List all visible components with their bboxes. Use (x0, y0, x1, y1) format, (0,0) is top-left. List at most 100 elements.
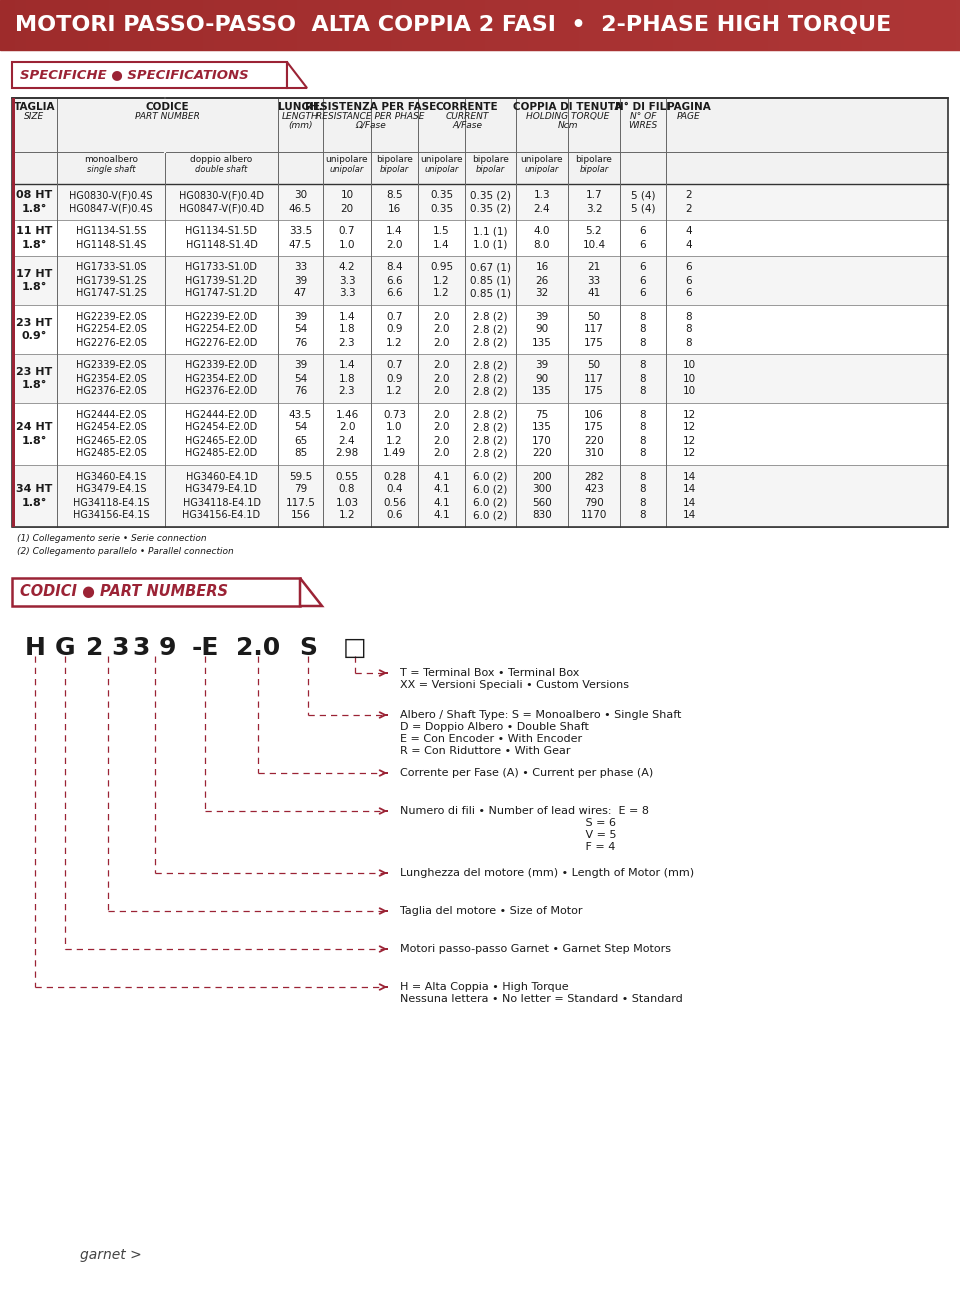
Bar (284, 0, 285, 50)
Bar (358, 0, 359, 50)
Bar (926, 0, 927, 50)
Bar (173, 0, 174, 50)
Bar (738, 0, 739, 50)
Text: 6.6: 6.6 (386, 289, 403, 298)
Text: 1.8: 1.8 (339, 374, 355, 383)
Text: 47.5: 47.5 (289, 240, 312, 249)
Bar (66, 0, 67, 50)
Bar (328, 0, 329, 50)
Bar (657, 0, 658, 50)
Bar (556, 0, 557, 50)
Text: 2.0: 2.0 (433, 338, 449, 347)
Bar (727, 0, 728, 50)
Bar (53, 0, 54, 50)
Text: 2.8 (2): 2.8 (2) (473, 360, 508, 370)
Bar (647, 0, 648, 50)
Bar (705, 0, 706, 50)
Bar (838, 0, 839, 50)
Bar (931, 0, 932, 50)
Bar (156, 0, 157, 50)
Text: 47: 47 (294, 289, 307, 298)
Bar (300, 0, 301, 50)
Text: 5.2: 5.2 (586, 227, 602, 236)
Text: 0.55: 0.55 (335, 472, 359, 481)
Text: 6: 6 (639, 240, 646, 249)
Bar (501, 0, 502, 50)
Bar (287, 0, 288, 50)
Text: 8: 8 (685, 325, 692, 334)
Bar (417, 0, 418, 50)
Bar (191, 0, 192, 50)
Bar (315, 0, 316, 50)
Bar (729, 0, 730, 50)
Bar (613, 0, 614, 50)
Text: SPECIFICHE ● SPECIFICATIONS: SPECIFICHE ● SPECIFICATIONS (20, 68, 249, 81)
Text: 4.1: 4.1 (433, 485, 450, 494)
Text: 2.8 (2): 2.8 (2) (473, 423, 508, 432)
Text: 10: 10 (341, 191, 353, 200)
Bar (942, 0, 943, 50)
Bar (827, 0, 828, 50)
Text: 10: 10 (683, 387, 696, 396)
Bar (922, 0, 923, 50)
Bar (242, 0, 243, 50)
Bar (693, 0, 694, 50)
Bar (897, 0, 898, 50)
Bar (769, 0, 770, 50)
Text: bipolar: bipolar (476, 165, 505, 174)
Text: double shaft: double shaft (196, 165, 248, 174)
Bar (582, 0, 583, 50)
Bar (359, 0, 360, 50)
Text: 1.8°: 1.8° (22, 240, 47, 249)
Bar (780, 0, 781, 50)
Bar (882, 0, 883, 50)
Text: 117: 117 (584, 325, 604, 334)
Bar (818, 0, 819, 50)
Bar (688, 0, 689, 50)
Bar (148, 0, 149, 50)
Text: 0.7: 0.7 (339, 227, 355, 236)
Bar (911, 0, 912, 50)
Bar (26, 0, 27, 50)
Bar (910, 0, 911, 50)
Bar (402, 0, 403, 50)
Bar (302, 0, 303, 50)
Bar (703, 0, 704, 50)
Bar (484, 0, 485, 50)
Bar (743, 0, 744, 50)
Bar (157, 0, 158, 50)
Text: 0.7: 0.7 (386, 311, 403, 321)
Text: 20: 20 (341, 204, 353, 214)
Bar (279, 0, 280, 50)
Text: 4.1: 4.1 (433, 511, 450, 520)
Bar (520, 0, 521, 50)
Bar (505, 0, 506, 50)
Text: S = 6: S = 6 (400, 818, 616, 828)
Bar (322, 0, 323, 50)
Bar (615, 0, 616, 50)
Bar (870, 0, 871, 50)
Bar (12, 578, 300, 606)
Bar (80, 0, 81, 50)
Bar (581, 0, 582, 50)
Bar (344, 0, 345, 50)
Text: unipolar: unipolar (525, 165, 559, 174)
Bar (481, 0, 482, 50)
Bar (631, 0, 632, 50)
Text: bipolare: bipolare (472, 155, 509, 164)
Bar (254, 0, 255, 50)
Text: bipolar: bipolar (380, 165, 409, 174)
Bar (108, 0, 109, 50)
Bar (330, 0, 331, 50)
Text: 79: 79 (294, 485, 307, 494)
Text: A/Fase: A/Fase (452, 121, 482, 130)
Text: 4: 4 (685, 227, 692, 236)
Bar (898, 0, 899, 50)
Bar (135, 0, 136, 50)
Bar (12, 98, 14, 528)
Bar (184, 0, 185, 50)
Bar (661, 0, 662, 50)
Text: D = Doppio Albero • Double Shaft: D = Doppio Albero • Double Shaft (400, 722, 588, 731)
Bar (443, 0, 444, 50)
Bar (572, 0, 573, 50)
